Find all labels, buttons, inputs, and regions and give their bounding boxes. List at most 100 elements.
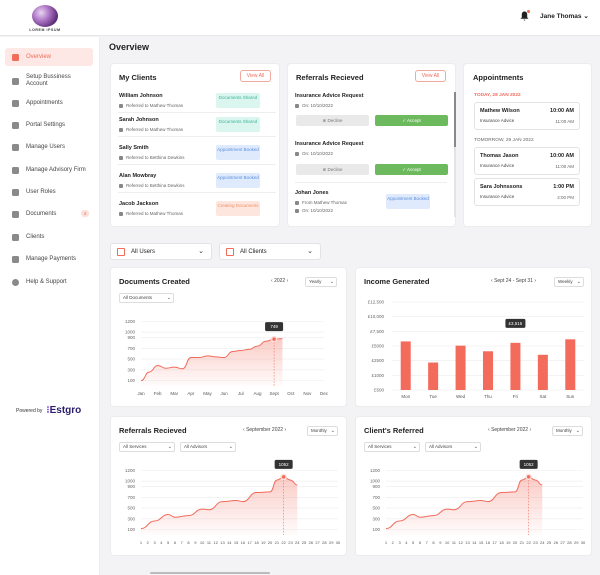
period-selector[interactable]: ‹ 2022 › [271,278,288,284]
x-tick-label: 4 [160,540,163,545]
x-tick-label: 28 [567,540,572,545]
range-select[interactable]: Monthly ⌄ [552,426,583,436]
range-select[interactable]: Monthly ⌄ [307,426,338,436]
appointment-item[interactable]: Mathew Wilson Insurance Advice 10:00 AM … [474,102,580,130]
period-selector[interactable]: ‹ Sept 24 - Sept 31 › [491,278,536,284]
x-tick-label: 24 [540,540,545,545]
appointment-item[interactable]: Thomas Jason Insurance Advice 10:00 AM 1… [474,147,580,175]
sidebar-item-manage-users[interactable]: Manage Users [5,138,93,156]
advisors-select[interactable]: All Advisors ⌄ [180,442,236,452]
help-icon [12,278,19,286]
client-row[interactable]: Alan Mowbray Referred to Betthina Dewkin… [118,170,276,193]
accept-button[interactable]: ✓ Accept [375,115,448,126]
services-select[interactable]: All Services ⌄ [364,442,420,452]
person-icon [119,127,123,132]
y-tick-label: £5000 [371,344,384,349]
users-filter-dropdown[interactable]: All Users ⌄ [110,243,212,260]
view-all-referrals-button[interactable]: View All [415,70,446,82]
x-tick-label: May [203,391,212,396]
scrollbar-thumb[interactable] [454,92,456,147]
x-tick-label: 2 [147,540,150,545]
range-select[interactable]: Yearly ⌄ [305,277,337,287]
y-tick-label: 500 [127,357,135,362]
clients-filter-dropdown[interactable]: All Clients ⌄ [219,243,321,260]
sidebar-item-appointments[interactable]: Appointments [5,94,93,112]
sidebar-item-setup-business-account[interactable]: Setup Bussiness Account [5,71,93,91]
prev-icon[interactable]: ‹ [488,427,490,433]
next-icon[interactable]: › [286,278,289,284]
briefcase-icon [12,77,19,85]
chevron-down-icon: ⌄ [576,279,581,285]
chevron-down-icon: ⌄ [307,248,313,255]
period-label: September 2022 [246,427,284,433]
user-menu[interactable]: Jane Thomas ⌄ [540,12,589,20]
divider [295,182,447,183]
x-tick-label: 19 [261,540,266,545]
client-row[interactable]: William Johnson Referred to Mathew Thoma… [118,90,276,113]
decline-button[interactable]: ⊗ Decline [296,115,369,126]
advisors-select[interactable]: All Advisors ⌄ [425,442,481,452]
horizontal-scrollbar[interactable] [150,572,270,574]
y-tick-label: £10,000 [368,314,385,319]
page-title: Overview [109,42,150,52]
card-title: My Clients [119,73,157,82]
chevron-down-icon: ⌄ [412,444,417,450]
decline-button[interactable]: ⊗ Decline [296,164,369,175]
next-icon[interactable]: › [529,427,532,433]
appointment-type: Insurance Advice [480,194,515,199]
sidebar: Overview Setup Bussiness Account Appoint… [0,37,100,575]
my-clients-card: My Clients View All William Johnson Refe… [110,63,280,227]
logo-mark [32,5,58,27]
range-select[interactable]: Weekly ⌄ [554,277,584,287]
sidebar-item-overview[interactable]: Overview [5,48,93,66]
sidebar-item-manage-advisory-firm[interactable]: Manage Advisory Firm [5,160,93,180]
range-value: Monthly [556,428,572,433]
x-tick-label: 4 [405,540,408,545]
scrollbar-track[interactable] [454,92,456,217]
sidebar-item-user-roles[interactable]: User Roles [5,183,93,201]
documents-type-select[interactable]: All Documents ⌄ [119,293,174,303]
prev-icon[interactable]: ‹ [243,427,245,433]
view-all-clients-button[interactable]: View All [240,70,271,82]
bell-icon[interactable] [520,11,529,21]
y-tick-label: 1200 [370,468,381,473]
services-select[interactable]: All Services ⌄ [119,442,175,452]
sidebar-item-help-support[interactable]: Help & Support [5,273,93,291]
client-row[interactable]: Jacob Jackson Referred to Mathew Thomas … [118,198,276,221]
prev-icon[interactable]: ‹ [271,278,273,284]
x-tick-label: Tue [429,394,437,399]
sidebar-item-clients[interactable]: Clients [5,228,93,246]
documents-count-badge: 4 [81,210,89,217]
x-tick-label: Apr [187,391,195,396]
next-icon[interactable]: › [534,278,537,284]
advisors-value: All Advisors [184,444,208,449]
sidebar-item-portal-settings[interactable]: Portal Settings [5,116,93,134]
referral-name: Johan Jones [295,190,329,196]
x-tick-label: 3 [153,540,156,545]
x-tick-label: Sun [566,394,575,399]
referral-date-text: On: 10/10/2022 [302,208,334,213]
appointment-name: Thomas Jason [480,153,519,159]
decline-label: Decline [327,118,343,123]
calendar-icon [295,103,299,108]
x-tick-label: 12 [458,540,463,545]
x-tick-label: Thu [484,394,492,399]
client-icon [12,233,19,241]
company-logo[interactable]: LOREM IPSUM [28,5,62,35]
appointment-item[interactable]: Sara Johnssons Insurance Advice 1:00 PM … [474,178,580,206]
sidebar-item-manage-payments[interactable]: Manage Payments [5,250,93,268]
decline-label: Decline [327,167,343,172]
accept-button[interactable]: ✓ Accept [375,164,448,175]
next-icon[interactable]: › [284,427,287,433]
card-title: Referrals Recieved [296,73,364,82]
client-row[interactable]: Sarah Johnson Referred to Mathew Thomas … [118,114,276,137]
prev-icon[interactable]: ‹ [491,278,493,284]
check-icon: ✓ [402,118,407,123]
logo-text: LOREM IPSUM [29,28,61,32]
period-selector[interactable]: ‹ September 2022 › [243,427,286,433]
status-badge: Documents Shared [216,117,260,132]
period-selector[interactable]: ‹ September 2022 › [488,427,531,433]
sidebar-item-documents[interactable]: Documents 4 [5,205,93,223]
appointment-name: Mathew Wilson [480,108,520,114]
client-row[interactable]: Sally Smith Referred to Betthina Dewkins… [118,142,276,165]
